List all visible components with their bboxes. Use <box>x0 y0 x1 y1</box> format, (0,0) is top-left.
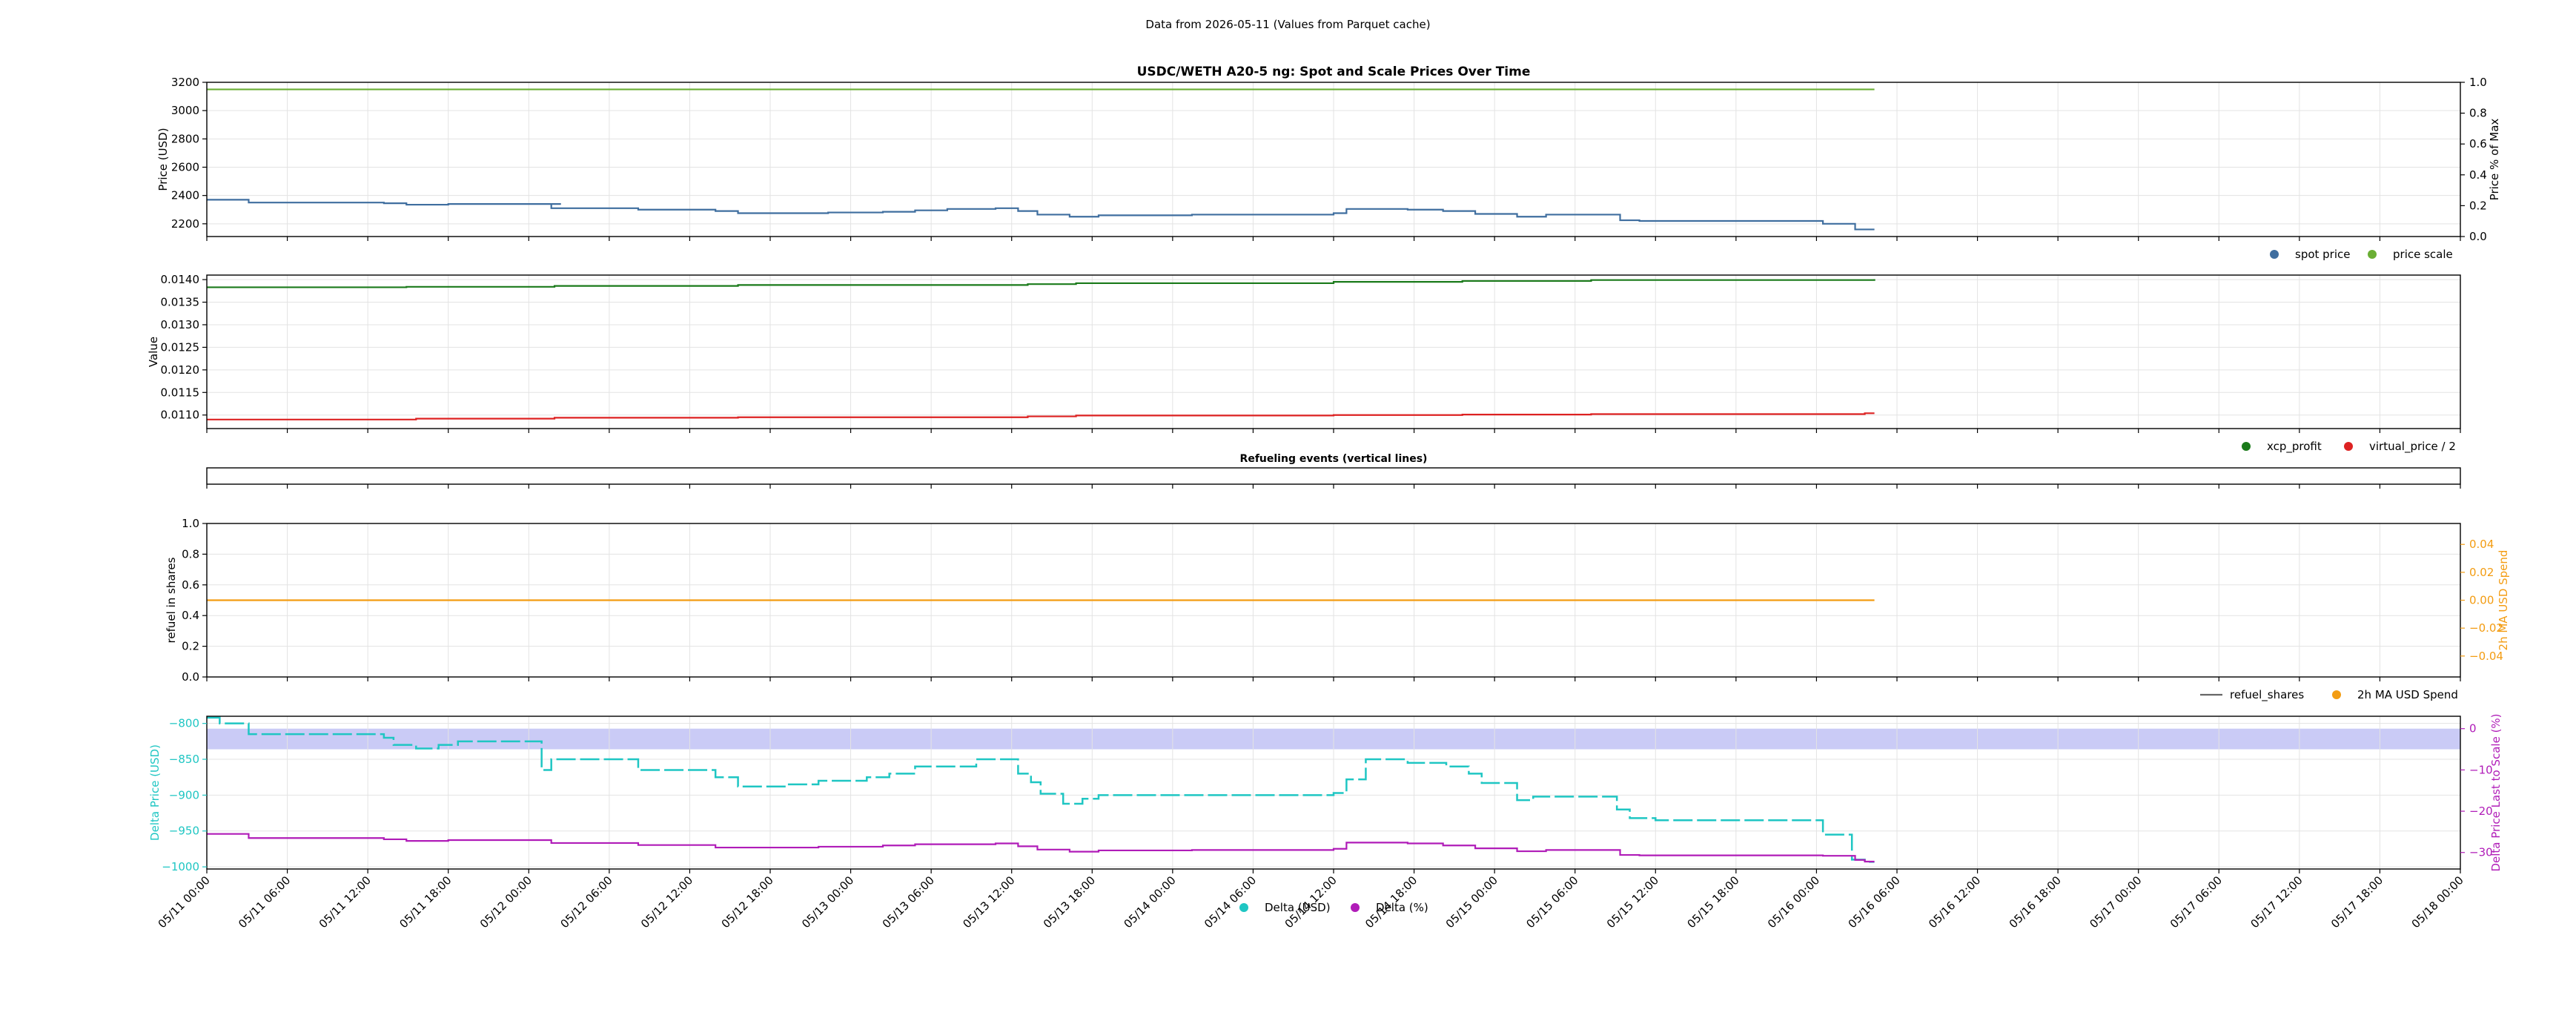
y-axis-label-right: Price % of Max <box>2488 119 2501 201</box>
legend-label: xcp_profit <box>2267 440 2322 454</box>
x-tick-label: 05/16 18:00 <box>2007 873 2064 931</box>
x-tick-label: 05/15 12:00 <box>1604 873 1661 931</box>
y-tick-label-right: −10 <box>2469 763 2493 776</box>
x-tick-label: 05/13 00:00 <box>799 873 856 931</box>
y-tick-label: 0.0125 <box>161 340 200 354</box>
legend-label: Delta (USD) <box>1265 901 1331 914</box>
x-tick-label: 05/15 18:00 <box>1684 873 1741 931</box>
legend-marker <box>2368 250 2377 259</box>
y-tick-label-right: 0.6 <box>2469 137 2487 151</box>
y-tick-label: 1.0 <box>182 517 199 530</box>
y-axis-label-right: 2h MA USD Spend <box>2497 550 2510 651</box>
x-tick-label: 05/12 06:00 <box>557 873 615 931</box>
figure-subtitle: Data from 2026-05-11 (Values from Parque… <box>1145 18 1431 31</box>
x-tick-label: 05/11 06:00 <box>236 873 293 931</box>
x-tick-label: 05/17 06:00 <box>2168 873 2225 931</box>
y-axis-label: refuel in shares <box>165 557 178 643</box>
x-tick-label: 05/16 12:00 <box>1926 873 1983 931</box>
legend-label: virtual_price / 2 <box>2369 440 2456 454</box>
x-tick-label: 05/17 18:00 <box>2328 873 2385 931</box>
x-tick-label: 05/14 06:00 <box>1202 873 1259 931</box>
chart-title: Refueling events (vertical lines) <box>1240 453 1428 465</box>
x-tick-label: 05/16 06:00 <box>1846 873 1903 931</box>
series-spot-price <box>207 199 1875 231</box>
y-axis-label: Delta Price (USD) <box>148 744 162 841</box>
y-tick-label: 0.0140 <box>161 273 200 286</box>
x-tick-label: 05/15 06:00 <box>1523 873 1580 931</box>
legend-marker <box>1239 903 1248 912</box>
legend-marker <box>2270 250 2279 259</box>
y-tick-label-right: −0.04 <box>2469 650 2503 663</box>
x-tick-label: 05/11 00:00 <box>156 873 213 931</box>
y-tick-label: 0.8 <box>182 547 199 561</box>
x-tick-label: 05/12 18:00 <box>719 873 776 931</box>
x-tick-label: 05/12 00:00 <box>477 873 534 931</box>
x-tick-label: 05/17 12:00 <box>2248 873 2305 931</box>
y-tick-label-right: 0.2 <box>2469 199 2487 212</box>
chart-title: USDC/WETH A20-5 ng: Spot and Scale Price… <box>1137 65 1531 79</box>
x-tick-label: 05/16 00:00 <box>1765 873 1822 931</box>
legend-marker <box>1351 903 1360 912</box>
x-tick-label: 05/13 06:00 <box>880 873 937 931</box>
y-tick-label: 2600 <box>171 160 199 174</box>
y-tick-label-right: 0.4 <box>2469 168 2487 182</box>
y-tick-label-right: 0.02 <box>2469 566 2494 579</box>
y-tick-label: −800 <box>169 717 199 730</box>
y-tick-label-right: 0 <box>2469 722 2477 736</box>
y-tick-label: 3200 <box>171 76 199 89</box>
y-tick-label: −950 <box>169 825 199 838</box>
y-axis-label: Price (USD) <box>156 128 170 191</box>
legend-label: Delta (%) <box>1376 901 1428 914</box>
legend-label: refuel_shares <box>2230 688 2304 702</box>
x-tick-label: 05/13 12:00 <box>960 873 1017 931</box>
y-tick-label: −1000 <box>162 860 199 873</box>
legend-label: 2h MA USD Spend <box>2357 688 2458 701</box>
y-tick-label-right: 0.8 <box>2469 107 2487 120</box>
y-tick-label: 0.6 <box>182 578 199 592</box>
y-axis-label-right: Delta Price Last to Scale (%) <box>2489 713 2503 871</box>
y-tick-label: 2200 <box>171 217 199 231</box>
y-tick-label: 2400 <box>171 189 199 202</box>
y-tick-label: 0.0115 <box>161 386 200 399</box>
series-delta- <box>207 833 1875 863</box>
y-tick-label-right: −30 <box>2469 846 2493 859</box>
series-virtual-price-2 <box>207 412 1875 420</box>
x-tick-label: 05/11 18:00 <box>397 873 454 931</box>
y-tick-label: 2800 <box>171 132 199 145</box>
x-tick-label: 05/11 12:00 <box>317 873 374 931</box>
x-tick-label: 05/15 00:00 <box>1443 873 1500 931</box>
y-axis-label: Value <box>147 337 160 367</box>
y-tick-label-right: −0.02 <box>2469 621 2503 635</box>
legend-label: price scale <box>2393 248 2453 261</box>
y-tick-label: 0.0 <box>182 670 199 684</box>
y-tick-label: 0.2 <box>182 640 199 653</box>
y-tick-label-right: 1.0 <box>2469 76 2487 89</box>
axes-frame <box>206 467 2461 485</box>
x-tick-label: 05/14 00:00 <box>1121 873 1178 931</box>
legend-marker <box>2242 442 2251 451</box>
y-tick-label-right: 0.00 <box>2469 594 2494 607</box>
y-tick-label: −900 <box>169 788 199 802</box>
y-tick-label: 0.0135 <box>161 296 200 309</box>
x-tick-label: 05/17 00:00 <box>2087 873 2144 931</box>
y-tick-label: 0.0130 <box>161 318 200 331</box>
y-tick-label: 0.0120 <box>161 363 200 377</box>
y-tick-label-right: 0.0 <box>2469 230 2487 243</box>
y-tick-label: 3000 <box>171 104 199 117</box>
legend-label: spot price <box>2295 248 2351 261</box>
y-tick-label: 0.0110 <box>161 409 200 422</box>
x-tick-label: 05/13 18:00 <box>1041 873 1098 931</box>
series-delta-usd- <box>207 716 1875 863</box>
y-tick-label: −850 <box>169 753 199 766</box>
series-xcp-profit <box>207 279 1875 288</box>
legend-marker <box>2344 442 2353 451</box>
x-tick-label: 05/18 00:00 <box>2409 873 2466 931</box>
x-tick-label: 05/12 12:00 <box>638 873 695 931</box>
y-tick-label-right: 0.04 <box>2469 538 2494 551</box>
y-tick-label: 0.4 <box>182 609 199 622</box>
legend-marker <box>2332 690 2341 699</box>
y-tick-label-right: −20 <box>2469 804 2493 818</box>
